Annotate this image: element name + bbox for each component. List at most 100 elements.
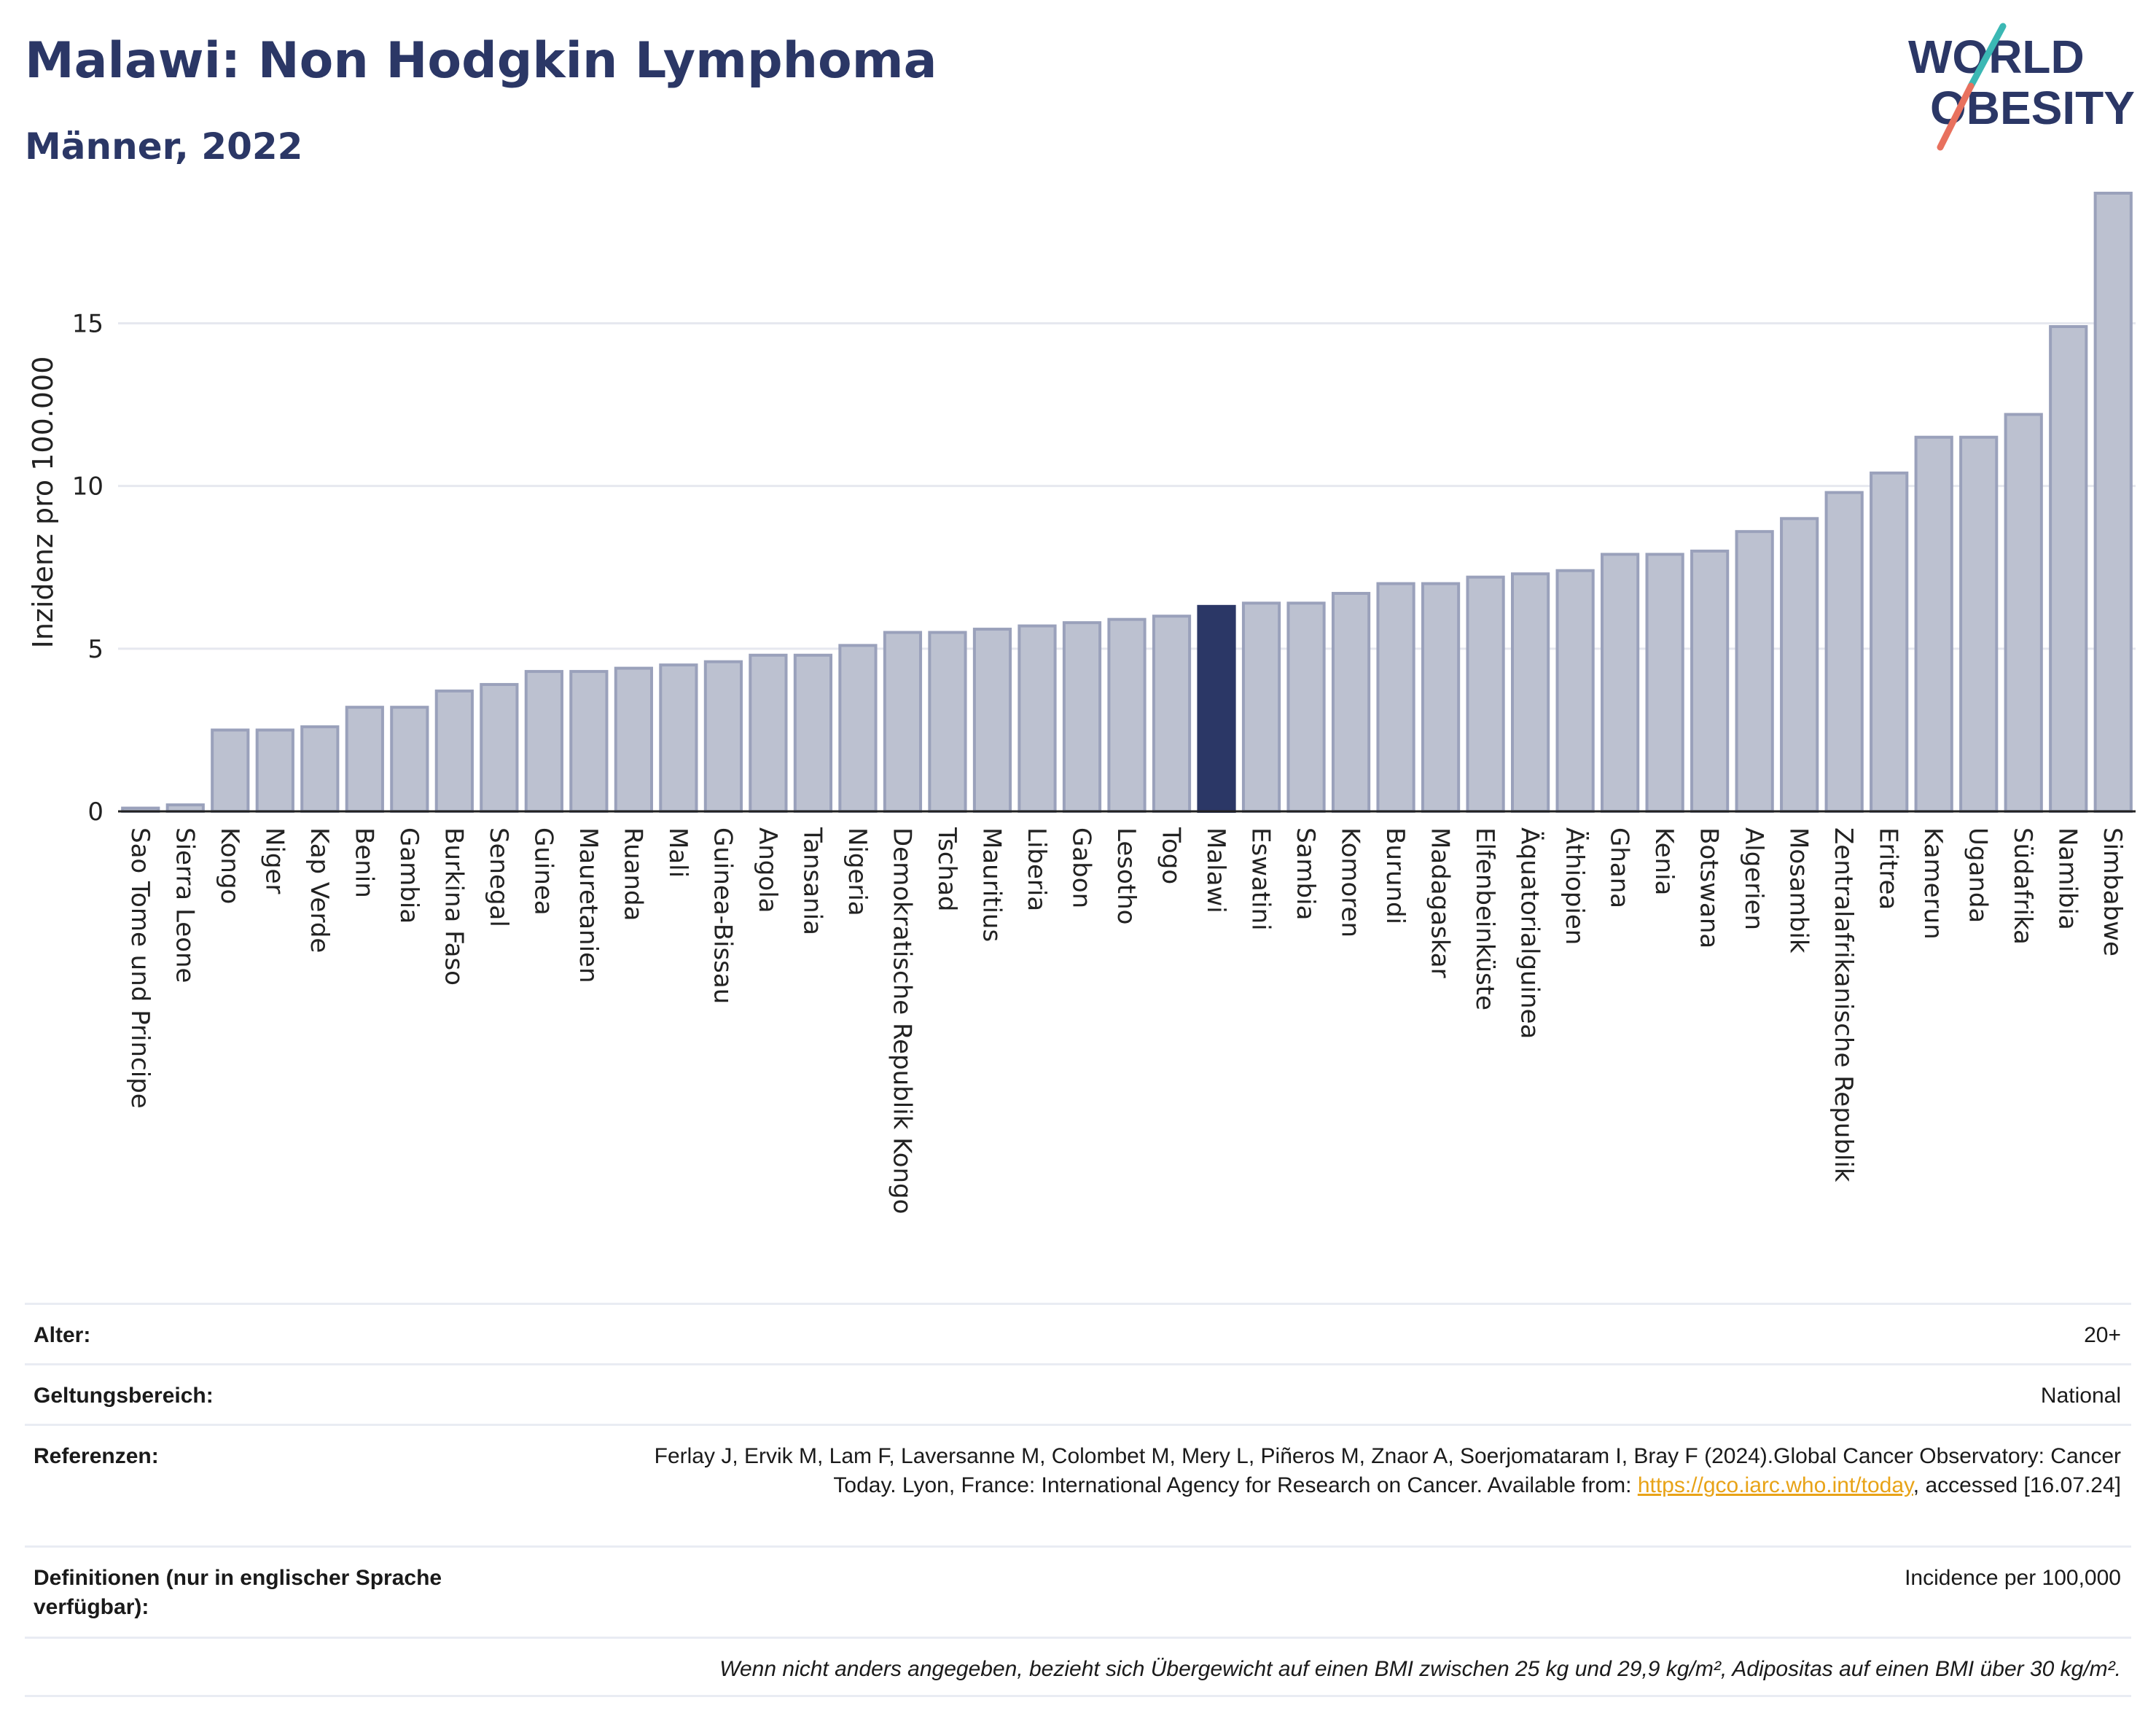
references-label: Referenzen: [34, 1444, 159, 1468]
bar[interactable] [1376, 582, 1415, 813]
x-tick-label: Mali [663, 827, 692, 878]
x-tick-label: Lesotho [1112, 827, 1141, 924]
references-text: Ferlay J, Ervik M, Lam F, Laversanne M, … [654, 1444, 2121, 1497]
y-axis-label: Inzidenz pro 100.000 [27, 356, 59, 649]
bar[interactable] [1780, 517, 1819, 813]
logo-slash-teal [1967, 23, 2007, 90]
bar[interactable] [1690, 549, 1730, 814]
y-tick-label: 10 [72, 472, 103, 502]
bar[interactable] [300, 725, 340, 813]
x-tick-label: Kenia [1649, 827, 1679, 895]
x-tick-label: Kongo [215, 827, 244, 904]
bar[interactable] [2004, 413, 2043, 813]
x-tick-label: Sambia [1291, 827, 1320, 920]
bar[interactable] [480, 682, 519, 813]
x-tick-label: Mauretanien [574, 827, 603, 983]
x-tick-label: Guinea [528, 827, 558, 916]
bar[interactable] [972, 628, 1012, 814]
age-value: 20+ [2084, 1323, 2121, 1347]
bar[interactable] [838, 644, 878, 814]
bar[interactable] [883, 631, 923, 813]
bar[interactable] [1959, 435, 1999, 813]
x-tick-label: Angola [753, 827, 782, 913]
x-tick-label: Ghana [1605, 827, 1634, 908]
x-tick-label: Äthiopien [1560, 827, 1589, 945]
bar[interactable] [1914, 435, 1953, 813]
meta-row-scope: Geltungsbereich: National [25, 1363, 2131, 1424]
bar[interactable] [793, 653, 833, 814]
meta-row-references: Referenzen: Ferlay J, Ervik M, Lam F, La… [25, 1424, 2131, 1545]
meta-row-definitions: Definitionen (nur in englischer Sprache … [25, 1545, 2131, 1637]
y-tick-label: 15 [72, 310, 103, 339]
bar[interactable] [1510, 572, 1550, 813]
x-tick-label: Eritrea [1874, 827, 1903, 910]
bar[interactable] [1062, 621, 1102, 813]
references-value: Ferlay J, Ervik M, Lam F, Laversanne M, … [627, 1442, 2121, 1500]
bar[interactable] [1645, 553, 1684, 813]
x-tick-label: Tschad [932, 827, 961, 912]
bar[interactable] [1870, 471, 1909, 814]
metadata-table: Alter: 20+ Geltungsbereich: National Ref… [25, 1303, 2131, 1697]
x-tick-label: Nigeria [843, 827, 872, 916]
bar[interactable] [569, 670, 609, 814]
bar[interactable] [1601, 553, 1640, 813]
bar[interactable] [1555, 569, 1595, 813]
bar[interactable] [1018, 624, 1057, 813]
definitions-value: Incidence per 100,000 [1905, 1566, 2121, 1590]
x-tick-label: Madagaskar [1426, 827, 1455, 978]
definitions-label: Definitionen (nur in englischer Sprache … [34, 1566, 442, 1619]
bar[interactable] [345, 706, 384, 814]
bar[interactable] [1241, 601, 1281, 814]
x-tick-label: Burkina Faso [439, 827, 468, 986]
bar[interactable] [1421, 582, 1461, 813]
bar[interactable] [2093, 192, 2133, 813]
bar[interactable] [255, 728, 294, 814]
x-tick-label: Mosambik [1784, 827, 1813, 954]
bmi-note: Wenn nicht anders angegeben, bezieht sic… [719, 1657, 2121, 1681]
bar[interactable] [1107, 617, 1147, 814]
x-tick-label: Guinea-Bissau [708, 827, 737, 1004]
scope-value: National [2040, 1384, 2121, 1408]
bar[interactable] [1197, 604, 1236, 813]
x-tick-label: Namibia [2053, 827, 2082, 930]
scope-label: Geltungsbereich: [34, 1384, 214, 1408]
bar[interactable] [1735, 530, 1774, 813]
meta-row-note: Wenn nicht anders angegeben, bezieht sic… [25, 1637, 2131, 1697]
bar[interactable] [390, 706, 429, 814]
bar[interactable] [1824, 491, 1864, 813]
y-tick-label: 0 [87, 798, 103, 827]
y-tick-label: 5 [87, 635, 103, 664]
bar[interactable] [524, 670, 563, 814]
bar[interactable] [211, 728, 250, 814]
page-subtitle: Männer, 2022 [25, 125, 303, 168]
bar[interactable] [434, 689, 474, 813]
references-link[interactable]: https://gco.iarc.who.int/today [1637, 1473, 1913, 1497]
x-tick-label: Eswatini [1246, 827, 1276, 931]
x-tick-label: Botswana [1695, 827, 1724, 948]
bar[interactable] [614, 666, 653, 813]
bar[interactable] [1152, 615, 1192, 813]
bar[interactable] [703, 660, 743, 814]
bar[interactable] [1466, 575, 1505, 814]
bar[interactable] [1331, 591, 1371, 814]
x-tick-label: Mauritius [977, 827, 1006, 942]
bar[interactable] [1286, 601, 1326, 814]
x-tick-label: Äquatorialguinea [1515, 827, 1544, 1039]
x-tick-label: Simbabwe [2098, 827, 2127, 956]
age-label: Alter: [34, 1323, 91, 1347]
bar[interactable] [928, 631, 967, 813]
x-tick-label: Südafrika [2008, 827, 2037, 945]
bar[interactable] [2049, 324, 2088, 813]
x-tick-label: Sierra Leone [170, 827, 199, 983]
references-accessed: , accessed [16.07.24] [1913, 1473, 2121, 1497]
x-tick-label: Kap Verde [305, 827, 334, 953]
x-tick-label: Liberia [1022, 827, 1051, 911]
logo-line-2: OBESITY [1930, 82, 2135, 134]
meta-row-age: Alter: 20+ [25, 1303, 2131, 1363]
x-tick-label: Sao Tome und Principe [125, 827, 155, 1109]
bar[interactable] [749, 653, 788, 814]
bar[interactable] [659, 663, 698, 813]
x-tick-label: Uganda [1964, 827, 1993, 923]
x-tick-label: Algerien [1739, 827, 1768, 930]
page-title: Malawi: Non Hodgkin Lymphoma [25, 32, 937, 90]
